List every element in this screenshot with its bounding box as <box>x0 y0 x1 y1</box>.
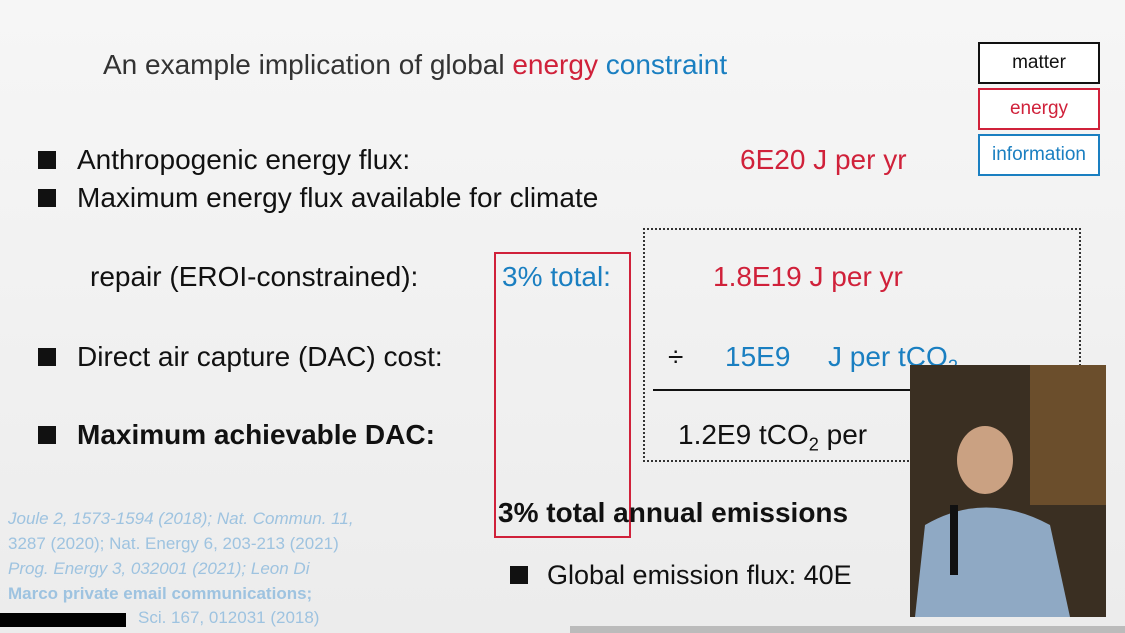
row-value: 1.2E9 tCO2 per <box>678 418 867 462</box>
bullet <box>38 189 56 207</box>
emissions: 3% total annual emissions <box>498 496 848 530</box>
bullet <box>38 151 56 169</box>
reference: Prog. Energy 3, 032001 (2021); Leon Di <box>8 559 310 578</box>
row-label: Maximum energy flux available for climat… <box>77 182 599 213</box>
title-lead: An example implication of global <box>103 49 505 80</box>
bullet <box>38 426 56 444</box>
legend-matter: matter <box>978 42 1100 84</box>
row-value: 1.8E19 J per yr <box>713 261 903 292</box>
progress-bar <box>570 626 1125 633</box>
row-label: Maximum achievable DAC: <box>77 419 435 450</box>
reference: Joule 2, 1573-1594 (2018); Nat. Commun. … <box>8 509 354 528</box>
speaker-video <box>910 365 1106 617</box>
row-label: repair (EROI-constrained): <box>90 261 419 292</box>
legend-information: information <box>978 134 1100 176</box>
operator: ÷ <box>668 341 684 372</box>
legend-energy: energy <box>978 88 1100 130</box>
bullet <box>510 566 528 584</box>
title-energy: energy <box>512 49 598 80</box>
share: 3% total: <box>502 261 611 292</box>
speaker-body <box>915 507 1070 617</box>
reference: Marco private email communications; <box>8 584 313 603</box>
title: An example implication of global energy … <box>103 48 727 82</box>
emissions-share: 3% total <box>498 497 606 528</box>
emissions-rest: annual emissions <box>613 497 849 528</box>
redaction-bar <box>0 613 126 627</box>
value-tail: per <box>826 419 868 450</box>
microphone <box>950 505 958 575</box>
row-value: 15E9 <box>725 341 791 372</box>
reference: Sci. 167, 012031 (2018) <box>138 608 320 627</box>
value-sub: 2 <box>808 434 819 455</box>
bullet <box>38 348 56 366</box>
reference: 3287 (2020); Nat. Energy 6, 203-213 (202… <box>8 534 339 553</box>
video-wall <box>1030 365 1106 505</box>
row-label: Direct air capture (DAC) cost: <box>77 341 443 372</box>
highlight-box <box>494 252 631 538</box>
calc-box <box>643 228 1081 462</box>
row-value: 6E20 J per yr <box>740 144 907 175</box>
row-label: Anthropogenic energy flux: <box>77 144 411 175</box>
title-constraint: constraint <box>605 49 728 80</box>
value-text: 1.2E9 tCO <box>678 419 809 450</box>
global-flux: Global emission flux: 40E <box>547 560 852 590</box>
speaker-head <box>957 426 1013 494</box>
divider <box>653 389 913 391</box>
